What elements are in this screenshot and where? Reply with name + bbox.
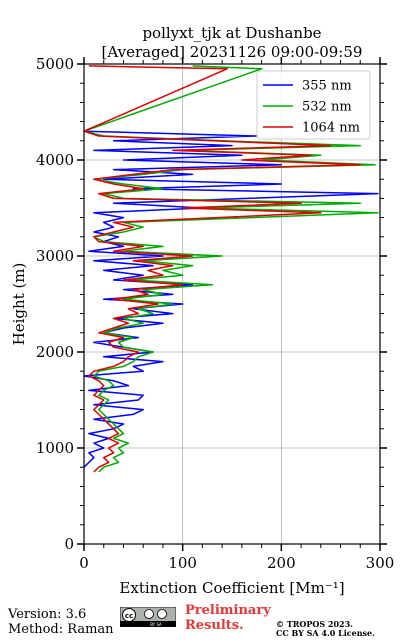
y-tick-label: 2000 xyxy=(36,343,74,361)
x-tick-label: 100 xyxy=(168,554,197,572)
legend: 355 nm 532 nm 1064 nm xyxy=(256,70,371,140)
svg-text:cc: cc xyxy=(125,612,133,620)
method-text: Method: Raman xyxy=(8,622,114,637)
version-text: Version: 3.6 xyxy=(8,607,87,622)
y-tick-label: 4000 xyxy=(36,151,74,169)
cc-license-badge: cc BY SA xyxy=(120,607,176,627)
legend-label: 355 nm xyxy=(302,79,352,94)
preliminary-line2: Results. xyxy=(185,618,244,633)
legend-label: 532 nm xyxy=(302,100,352,115)
chart-title-line1: pollyxt_tjk at Dushanbe xyxy=(142,24,321,42)
y-tick-label: 1000 xyxy=(36,439,74,457)
chart-title-line2: [Averaged] 20231126 09:00-09:59 xyxy=(102,43,363,61)
legend-label: 1064 nm xyxy=(302,121,360,136)
preliminary-line1: Preliminary xyxy=(185,603,271,618)
y-tick-label: 3000 xyxy=(36,247,74,265)
legend-box xyxy=(256,70,371,140)
copyright-line2: CC BY SA 4.0 License. xyxy=(276,628,375,638)
y-tick-label: 5000 xyxy=(36,55,74,73)
x-tick-label: 0 xyxy=(79,554,89,572)
series-line-1064-nm xyxy=(83,65,362,473)
copyright-label: © TROPOS 2023. CC BY SA 4.0 License. xyxy=(276,620,375,638)
series-group xyxy=(83,65,379,473)
x-tick-label: 300 xyxy=(366,554,395,572)
preliminary-results-label: Preliminary Results. xyxy=(185,603,271,633)
y-tick-label: 0 xyxy=(64,535,74,553)
cc-badge-text: BY SA xyxy=(150,622,162,627)
copyright-line1: © TROPOS 2023. xyxy=(276,619,353,629)
x-tick-label: 200 xyxy=(267,554,296,572)
plot-frame xyxy=(83,63,381,545)
y-axis-label: Height (m) xyxy=(10,263,28,346)
x-axis-label: Extinction Coefficient [Mm⁻¹] xyxy=(119,579,344,597)
